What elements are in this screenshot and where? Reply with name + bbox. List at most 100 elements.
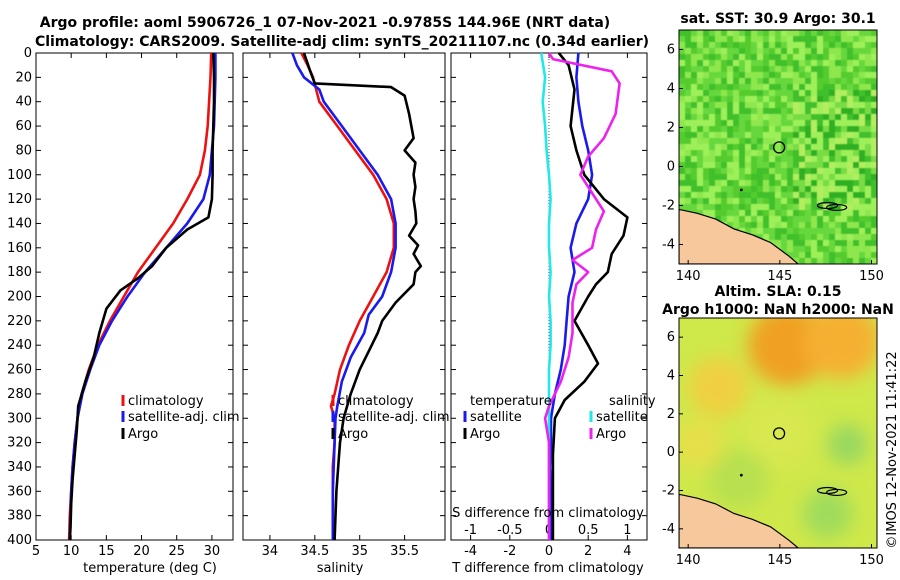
sst-cell bbox=[727, 192, 733, 198]
sst-cell bbox=[745, 174, 751, 180]
y-tick-label: 0 bbox=[24, 46, 32, 61]
sst-cell bbox=[835, 120, 841, 126]
sla-blobs bbox=[679, 318, 877, 539]
sst-cell bbox=[805, 78, 811, 84]
sst-cell bbox=[739, 102, 745, 108]
sst-cell bbox=[829, 234, 835, 240]
sst-cell bbox=[805, 252, 811, 258]
sst-cell bbox=[745, 228, 751, 234]
map-frame bbox=[678, 29, 878, 265]
sst-cell bbox=[709, 60, 715, 66]
sst-cell bbox=[691, 54, 697, 60]
sst-cell bbox=[721, 192, 727, 198]
sst-cell bbox=[823, 198, 829, 204]
sst-cell bbox=[769, 132, 775, 138]
y-tick-label: -4 bbox=[662, 522, 675, 537]
sst-cell bbox=[811, 72, 817, 78]
sst-cell bbox=[781, 162, 787, 168]
sst-cell bbox=[727, 84, 733, 90]
island-dot bbox=[739, 188, 743, 192]
x-tick-label: 25 bbox=[168, 544, 185, 559]
sst-cell bbox=[835, 114, 841, 120]
sst-cell bbox=[799, 42, 805, 48]
sst-cell bbox=[853, 120, 859, 126]
sst-cell bbox=[685, 78, 691, 84]
salinity-panel: 34 34.5 35 35.5 bbox=[242, 52, 446, 559]
sst-cell bbox=[829, 78, 835, 84]
sst-cell bbox=[739, 144, 745, 150]
sst-cell bbox=[787, 228, 793, 234]
difference-xlabel: T difference from climatology bbox=[451, 561, 644, 576]
sst-cell bbox=[733, 186, 739, 192]
sst-cell bbox=[799, 96, 805, 102]
y-tick-label: 260 bbox=[7, 363, 32, 378]
sst-cell bbox=[847, 186, 853, 192]
sst-cell bbox=[691, 60, 697, 66]
sst-cell bbox=[841, 192, 847, 198]
sst-cell bbox=[733, 144, 739, 150]
sst-cell bbox=[853, 72, 859, 78]
sst-cell bbox=[727, 42, 733, 48]
sst-cell bbox=[793, 54, 799, 60]
sst-cell bbox=[757, 216, 763, 222]
sst-cell bbox=[805, 54, 811, 60]
sst-cell bbox=[739, 84, 745, 90]
sst-cell bbox=[811, 246, 817, 252]
sst-cell bbox=[859, 66, 865, 72]
sst-cell bbox=[697, 168, 703, 174]
sst-cell bbox=[763, 150, 769, 156]
sst-cell bbox=[793, 252, 799, 258]
sst-cell bbox=[835, 90, 841, 96]
sst-cell bbox=[739, 114, 745, 120]
sst-cell bbox=[697, 144, 703, 150]
sst-cell bbox=[745, 102, 751, 108]
sst-cell bbox=[703, 210, 709, 216]
sst-cell bbox=[805, 144, 811, 150]
sst-cell bbox=[823, 234, 829, 240]
sst-cell bbox=[841, 234, 847, 240]
sst-cell bbox=[745, 114, 751, 120]
sst-cell bbox=[769, 36, 775, 42]
sst-cell bbox=[739, 222, 745, 228]
sst-cell bbox=[835, 156, 841, 162]
sst-cell bbox=[775, 30, 781, 36]
sst-cell bbox=[763, 60, 769, 66]
sst-cell bbox=[763, 132, 769, 138]
sst-cell bbox=[763, 120, 769, 126]
sst-cell bbox=[865, 72, 871, 78]
sst-cell bbox=[853, 216, 859, 222]
sst-cell bbox=[829, 186, 835, 192]
sst-cell bbox=[721, 162, 727, 168]
sst-cell bbox=[715, 102, 721, 108]
sst-cell bbox=[787, 78, 793, 84]
x-tick-label: 150 bbox=[859, 269, 884, 284]
sst-cell bbox=[715, 42, 721, 48]
sla-blob bbox=[688, 357, 749, 417]
sst-cell bbox=[853, 66, 859, 72]
sst-cell bbox=[697, 54, 703, 60]
sst-cell bbox=[787, 168, 793, 174]
y-tick-label: 300 bbox=[7, 411, 32, 426]
sst-cell bbox=[871, 108, 877, 114]
sst-cell bbox=[865, 54, 871, 60]
sst-cell bbox=[715, 210, 721, 216]
sst-cell bbox=[679, 30, 685, 36]
sst-cell bbox=[703, 168, 709, 174]
sla-blob bbox=[679, 419, 724, 470]
sst-cell bbox=[739, 60, 745, 66]
sst-cell bbox=[865, 180, 871, 186]
sst-cell bbox=[793, 144, 799, 150]
sst-cell bbox=[865, 204, 871, 210]
sst-cell bbox=[871, 156, 877, 162]
sst-cell bbox=[799, 84, 805, 90]
sst-cell bbox=[799, 246, 805, 252]
sst-cell bbox=[751, 210, 757, 216]
sst-cell bbox=[847, 246, 853, 252]
sst-cell bbox=[763, 198, 769, 204]
sst-cell bbox=[775, 36, 781, 42]
sst-cell bbox=[847, 168, 853, 174]
y-tick-label: 100 bbox=[7, 168, 32, 183]
sst-cell bbox=[697, 204, 703, 210]
sst-cell bbox=[703, 138, 709, 144]
